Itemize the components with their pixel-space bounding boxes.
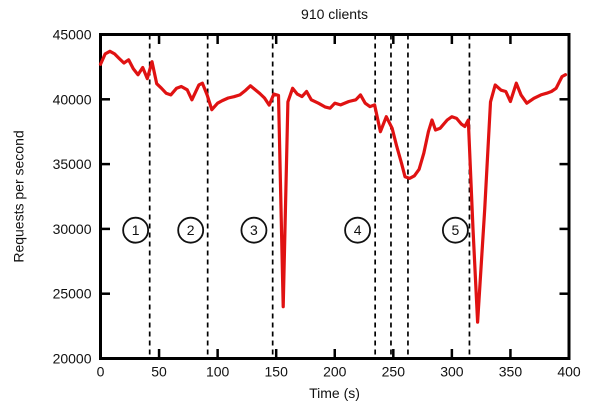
- x-tick-label: 250: [382, 364, 406, 380]
- phase-circle: [240, 216, 268, 244]
- phase-circle: [441, 216, 469, 244]
- phase-circle: [177, 216, 205, 244]
- x-tick-label: 350: [499, 364, 523, 380]
- chart-title: 910 clients: [301, 6, 368, 22]
- x-tick-label: 100: [206, 364, 230, 380]
- phase-circle-label: 2: [187, 222, 195, 238]
- x-tick-label: 150: [265, 364, 289, 380]
- y-tick-label: 20000: [53, 351, 92, 367]
- x-tick-label: 50: [151, 364, 167, 380]
- x-tick-label: 0: [97, 364, 105, 380]
- y-tick-label: 40000: [53, 91, 92, 107]
- phase-circle-label: 4: [354, 222, 362, 238]
- plot-frame: [99, 33, 571, 360]
- x-tick-label: 300: [440, 364, 464, 380]
- y-tick-label: 25000: [53, 286, 92, 302]
- x-tick-label: 400: [557, 364, 581, 380]
- phase-circle-label: 3: [250, 222, 258, 238]
- phase-circle-label: 1: [132, 222, 140, 238]
- phase-circle: [122, 216, 150, 244]
- y-tick-label: 35000: [53, 156, 92, 172]
- phase-circle: [344, 216, 371, 244]
- x-axis-label: Time (s): [309, 385, 360, 401]
- series-line: [98, 49, 568, 324]
- y-tick-label: 45000: [53, 27, 92, 43]
- y-tick-label: 30000: [53, 221, 92, 237]
- x-tick-label: 200: [323, 364, 347, 380]
- phase-circle-label: 5: [451, 222, 459, 238]
